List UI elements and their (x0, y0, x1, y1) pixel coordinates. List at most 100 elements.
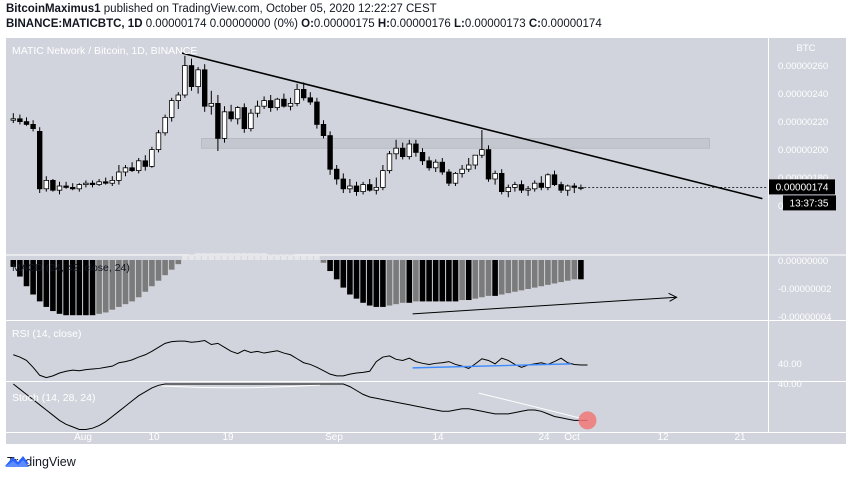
candle-down (485, 149, 492, 180)
chart-header: BitcoinMaximus1 published on TradingView… (6, 2, 846, 36)
time-tick-label: 14 (432, 432, 444, 443)
tradingview-logo-icon[interactable] (4, 452, 30, 468)
macd-bar (525, 260, 531, 289)
time-tick-label: 21 (734, 432, 746, 443)
candle-down (63, 185, 69, 188)
candle-down (518, 184, 525, 191)
price-tick-label: 0.00000220 (778, 117, 828, 128)
candle-up (155, 132, 162, 151)
macd-bar (23, 260, 30, 287)
candle-up (248, 112, 254, 129)
candle-up (287, 103, 294, 107)
close-label: C: (528, 18, 541, 30)
macd-bar (221, 253, 228, 260)
macd-bar (558, 260, 564, 283)
macd-bar (201, 253, 208, 260)
macd-bar (393, 260, 399, 305)
candle-up (10, 118, 16, 121)
macd-bar (274, 254, 281, 260)
candle-up (512, 184, 518, 188)
macd-bar (56, 260, 63, 314)
candle-down (267, 100, 274, 108)
change-value: 0.00000000 (0%) (209, 18, 298, 30)
candle-down (419, 152, 426, 162)
stoch-line (12, 383, 588, 430)
macd-bar (465, 260, 472, 301)
candle-up (168, 100, 175, 118)
stoch-signal-line (161, 384, 321, 389)
candle-down (36, 131, 43, 190)
macd-bar (518, 260, 525, 291)
macd-bar (129, 260, 135, 302)
macd-bar (261, 253, 267, 260)
low-label: L: (453, 18, 465, 30)
candle-up (373, 186, 379, 191)
candle-up (56, 185, 63, 191)
currency-label: BTC (797, 43, 816, 54)
candle-up (479, 149, 485, 156)
price-tick-label: 0.00000180 (778, 173, 828, 184)
price-tick-label: 0.00000260 (778, 61, 828, 72)
price-tick-label: 0.00000240 (778, 89, 828, 100)
rsi-trendline (412, 363, 572, 369)
macd-bar (485, 260, 492, 296)
macd-bar (426, 260, 432, 302)
macd-bar (109, 260, 116, 310)
macd-bar (419, 260, 426, 302)
macd-bar (102, 260, 109, 313)
candle-up (459, 168, 465, 174)
candle-down (50, 179, 56, 191)
candle-up (406, 143, 412, 157)
author-name[interactable]: BitcoinMaximus1 (6, 3, 101, 15)
candle-down (413, 143, 419, 153)
candle-down (17, 118, 23, 123)
candle-down (399, 147, 406, 157)
candle-up (492, 172, 498, 180)
macd-bar (234, 253, 241, 260)
symbol-line: BINANCE:MATICBTC, 1D 0.00000174 0.000000… (6, 17, 846, 32)
macd-bar (228, 253, 234, 260)
chart-area[interactable]: MATIC Network / Bitcoin, 1D, BINANCE BTC 0… (6, 38, 846, 444)
candle-down (188, 65, 195, 88)
time-tick-label: Oct (564, 432, 580, 443)
macd-bar (327, 260, 333, 272)
macd-bar (182, 255, 188, 260)
candle-up (261, 100, 267, 107)
candle-down (281, 98, 287, 107)
macd-bar (386, 260, 393, 306)
candle-down (307, 97, 313, 103)
candle-up (116, 171, 122, 181)
symbol-label: BINANCE:MATICBTC, 1D (6, 18, 143, 30)
macd-bar (63, 260, 69, 316)
macd-bar (215, 253, 221, 260)
macd-bar (373, 260, 380, 307)
macd-bar (353, 260, 360, 299)
candle-up (83, 182, 89, 185)
candle-down (327, 135, 333, 170)
macd-bar (89, 260, 96, 316)
last-price-label: 0.00000174 (776, 182, 829, 193)
candle-up (254, 105, 261, 114)
candle-up (393, 147, 399, 155)
macd-bar (314, 255, 320, 260)
candle-up (452, 172, 459, 184)
macd-bar (439, 260, 446, 302)
time-tick-label: 19 (222, 432, 234, 443)
macd-bar (399, 260, 406, 303)
macd-bar (459, 260, 465, 301)
candle-down (142, 160, 148, 167)
candle-down (439, 161, 445, 173)
macd-bar (149, 260, 155, 287)
rsi-label: RSI (14, close) (12, 328, 81, 340)
macd-bar (300, 255, 307, 260)
chart-svg[interactable]: MATIC Network / Bitcoin, 1D, BINANCE BTC 0… (6, 38, 846, 444)
candle-up (234, 107, 241, 120)
macd-bar (340, 260, 347, 288)
macd-bar (188, 254, 195, 260)
candle-up (578, 186, 584, 189)
candle-up (432, 161, 439, 169)
candle-up (465, 164, 472, 170)
candle-down (70, 186, 76, 190)
candle-up (96, 181, 102, 186)
macd-bar (564, 260, 571, 281)
